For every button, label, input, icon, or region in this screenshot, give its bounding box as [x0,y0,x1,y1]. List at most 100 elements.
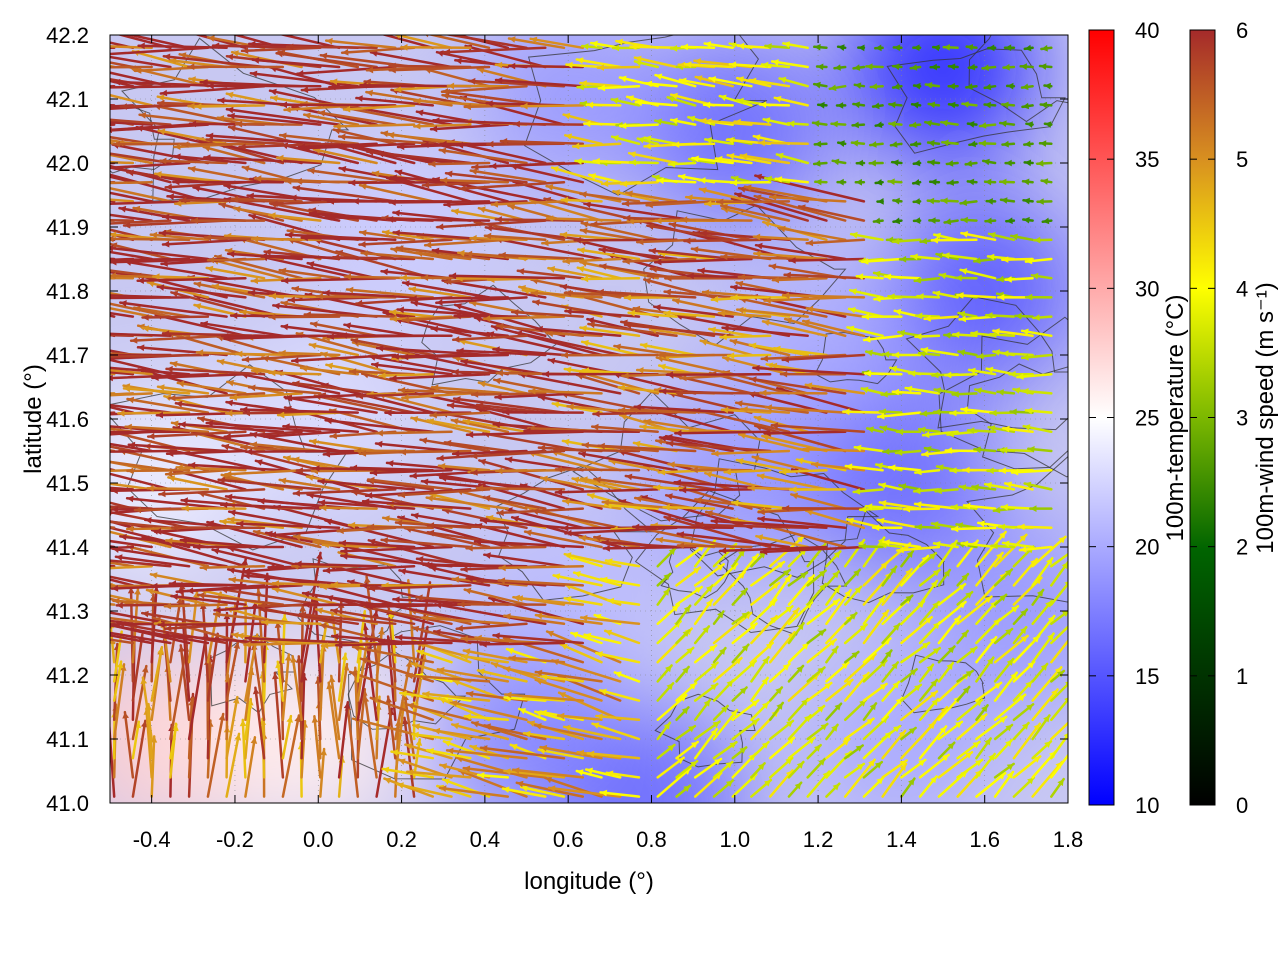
wind-arrow-head [228,516,235,523]
wind-arrow-shaft [571,142,622,148]
wind-arrow-shaft [757,517,847,530]
wind-arrow-shaft [159,84,266,95]
wind-arrow-head [833,551,841,559]
wind-arrow-head [219,202,227,209]
wind-arrow-head [242,47,249,54]
wind-arrow-head [582,441,590,449]
wind-arrow-shaft [576,266,622,280]
wind-arrow-head [471,469,478,476]
wind-arrow-head [5,530,12,537]
wind-arrow-shaft [756,474,828,491]
wind-arrow-shaft [788,257,866,262]
wind-arrow-shaft [598,689,641,702]
wind-arrow-head [77,184,84,191]
wind-arrow-shaft [464,44,547,69]
wind-arrow-head [272,672,279,680]
wind-arrow-shaft [482,315,566,320]
wind-arrow-shaft [416,234,472,242]
wind-arrow-head [588,321,595,329]
wind-arrow-head [39,300,46,307]
wind-arrow-head [1031,272,1039,280]
wind-arrow-shaft [594,651,641,664]
wind-arrow-head [35,259,41,266]
x-axis-label: longitude (°) [524,868,654,895]
wind-arrow-head [847,517,854,525]
wind-arrow-head [894,308,902,316]
wind-arrow-head [453,336,460,343]
wind-arrow-shaft [119,301,228,318]
wind-arrow-head [955,274,962,282]
wind-arrow-shaft [748,377,847,395]
wind-arrow-head [309,210,317,217]
wind-arrow-shaft [110,427,135,434]
wind-arrow-head [594,476,601,484]
wind-arrow-shaft [759,545,866,554]
wind-arrow-shaft [365,575,378,664]
wind-arrow-shaft [114,555,191,568]
wind-arrow-head [438,463,446,470]
wind-arrow-shaft [501,787,547,798]
wind-arrow-head [644,142,651,150]
temperature-colorbar-label: 100m-temperature (°C) [1162,294,1189,541]
wind-arrow-shaft [110,578,135,587]
wind-arrow-head [831,724,838,732]
wind-arrow-head [437,667,445,674]
wind-arrow-head [905,595,913,603]
wind-arrow-head [961,406,968,414]
wind-arrow-shaft [956,595,993,626]
wind-arrow-head [499,564,506,572]
wind-arrow-head [655,217,662,225]
wind-arrow-head [893,63,900,71]
wind-arrow-head [986,198,993,205]
wind-arrow-head [934,387,942,394]
wind-arrow-shaft [881,762,908,798]
wind-arrow-head [577,83,584,91]
wind-arrow-shaft [896,545,941,552]
wind-arrow-head [765,404,772,411]
wind-arrow-shaft [554,488,659,494]
wind-arrow-head [947,742,955,750]
wind-arrow-head [6,226,12,233]
wind-arrow-head [339,166,347,173]
wind-arrow-shaft [1031,535,1067,568]
wind-arrow-shaft [110,392,153,397]
wind-arrow-head [912,101,919,109]
wind-arrow-head [737,97,744,105]
wind-arrow-head [524,730,531,738]
wind-arrow-head [165,183,172,191]
wind-arrow-head [877,198,884,205]
wind-arrow-shaft [110,186,172,203]
wind-arrow-head [600,688,607,696]
wind-arrow-head [700,339,708,346]
wind-arrow-shaft [878,501,922,510]
wind-arrow-shaft [170,594,247,606]
wind-arrow-head [696,521,704,529]
wind-arrow-shaft [110,191,153,203]
wind-arrow-head [426,495,434,502]
wind-arrow-head [169,394,176,402]
wind-arrow-head [734,118,741,126]
wind-arrow-head [597,288,604,296]
wind-arrow-head [37,273,43,280]
wind-arrow-head [874,270,881,278]
wind-arrow-shaft [591,722,641,741]
wind-arrow-head [528,720,536,727]
wind-arrow-shaft [787,672,820,702]
wind-arrow-head [784,271,791,279]
wind-arrow-shaft [469,449,566,458]
wind-arrow-head [333,127,341,135]
wind-arrow-shaft [634,100,678,107]
wind-arrow-shaft [1031,666,1063,702]
wind-arrow-head [493,421,501,428]
temperature-blob [806,644,997,803]
wind-arrow-head [467,690,474,698]
wind-arrow-shaft [739,154,791,165]
wind-arrow-head [578,247,585,254]
colorbar-tick-label: 2 [1236,535,1248,560]
wind-arrow-head [239,143,246,151]
wind-arrow-head [948,82,955,90]
wind-arrow-head [722,324,729,332]
wind-arrow-head [493,346,500,353]
wind-arrow-head [361,582,368,589]
wind-arrow-head [655,258,662,266]
